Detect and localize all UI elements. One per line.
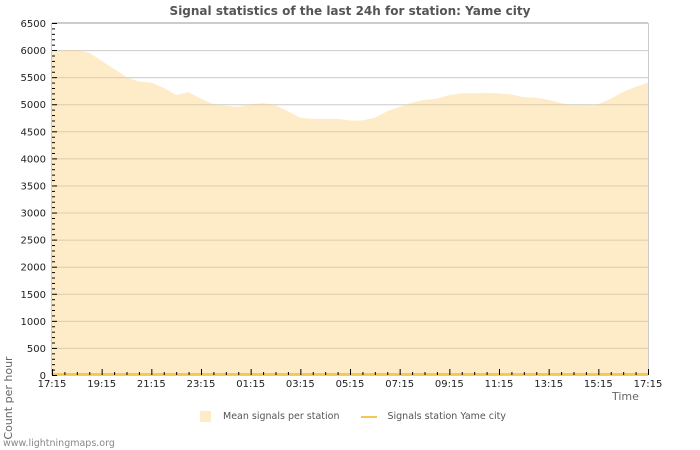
svg-text:4500: 4500 [21, 127, 46, 138]
svg-text:01:15: 01:15 [236, 379, 265, 390]
area-swatch-icon [200, 411, 211, 422]
svg-text:17:15: 17:15 [38, 379, 67, 390]
legend-item-station[interactable]: Signals station Yame city [361, 411, 506, 422]
legend-label-mean: Mean signals per station [223, 411, 340, 422]
line-swatch-icon [361, 415, 378, 418]
svg-text:5000: 5000 [21, 100, 46, 111]
svg-text:1000: 1000 [21, 317, 46, 328]
svg-text:23:15: 23:15 [187, 379, 216, 390]
svg-text:2500: 2500 [21, 236, 46, 247]
svg-text:11:15: 11:15 [485, 379, 514, 390]
svg-text:13:15: 13:15 [534, 379, 563, 390]
grid-lines-over-area [52, 50, 648, 349]
svg-text:2000: 2000 [21, 263, 46, 274]
svg-text:15:15: 15:15 [584, 379, 613, 390]
axes [51, 22, 649, 376]
svg-text:19:15: 19:15 [87, 379, 116, 390]
chart-title: Signal statistics of the last 24h for st… [169, 4, 531, 18]
footer-credit: www.lightningmaps.org [3, 438, 115, 449]
svg-text:6000: 6000 [21, 46, 46, 57]
svg-text:09:15: 09:15 [435, 379, 464, 390]
svg-text:03:15: 03:15 [286, 379, 315, 390]
legend-item-mean[interactable]: Mean signals per station [200, 411, 339, 422]
svg-text:21:15: 21:15 [137, 379, 166, 390]
legend-label-station: Signals station Yame city [387, 411, 506, 422]
svg-text:3000: 3000 [21, 209, 46, 220]
legend: Mean signals per station Signals station… [200, 411, 528, 422]
svg-text:05:15: 05:15 [336, 379, 365, 390]
y-axis-label: Count per hour [2, 356, 15, 440]
svg-text:1500: 1500 [21, 290, 46, 301]
svg-text:500: 500 [27, 344, 46, 355]
svg-text:4000: 4000 [21, 154, 46, 165]
svg-text:3500: 3500 [21, 181, 46, 192]
svg-text:6500: 6500 [21, 19, 46, 30]
y-axis-ticks: 0 500 1000 1500 2000 2500 3000 3500 4000 4500 5000… [21, 19, 57, 382]
svg-text:0: 0 [40, 371, 46, 382]
svg-text:07:15: 07:15 [385, 379, 414, 390]
svg-text:5500: 5500 [21, 73, 46, 84]
svg-text:17:15: 17:15 [634, 379, 663, 390]
x-axis-ticks: 17:15 19:15 21:15 23:15 01:15 03:15 05:15 07:15… [38, 369, 663, 390]
x-axis-label: Time [612, 390, 639, 403]
